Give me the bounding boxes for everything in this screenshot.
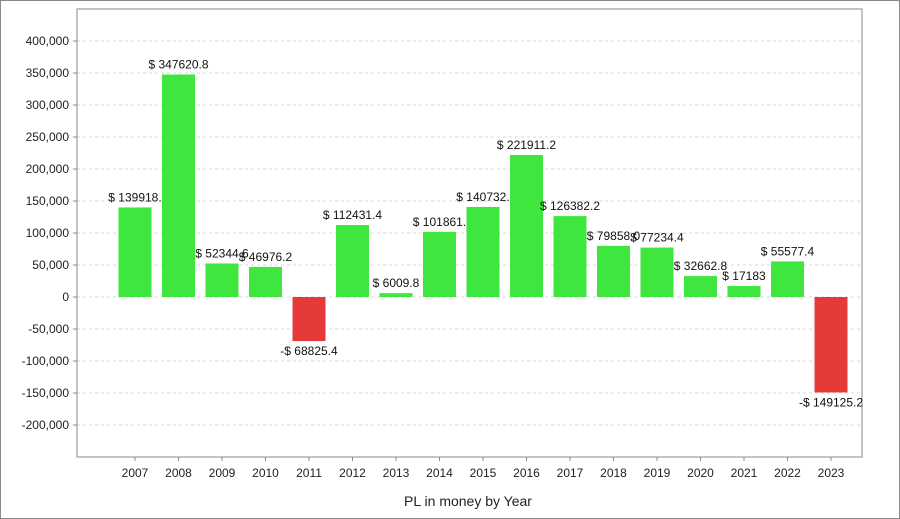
bar-2013 xyxy=(379,293,413,297)
y-tick-label: 200,000 xyxy=(26,162,70,176)
data-label: $ 139918. xyxy=(108,190,161,204)
x-tick-label: 2019 xyxy=(644,466,671,480)
data-label: $ 112431.4 xyxy=(323,208,382,222)
y-tick-label: 350,000 xyxy=(26,66,70,80)
y-tick-label: 100,000 xyxy=(26,226,70,240)
data-label: $ 126382.2 xyxy=(540,199,600,213)
x-tick-label: 2014 xyxy=(426,466,453,480)
bar-2017 xyxy=(553,216,587,297)
y-tick-label: 50,000 xyxy=(32,258,69,272)
data-label: $ 77234.4 xyxy=(630,231,684,245)
data-label: $ 101861. xyxy=(413,215,466,229)
x-tick-label: 2017 xyxy=(557,466,584,480)
bar-2012 xyxy=(336,225,369,297)
data-label: $ 52344.6 xyxy=(195,246,249,260)
bar-2014 xyxy=(423,231,456,297)
data-label: $ 55577.4 xyxy=(761,244,815,258)
bar-2023 xyxy=(814,297,848,393)
data-label: $ 6009.8 xyxy=(373,276,420,290)
x-tick-label: 2021 xyxy=(731,466,758,480)
data-label: $ 140732. xyxy=(456,190,509,204)
x-tick-label: 2012 xyxy=(339,466,366,480)
bar-2021 xyxy=(727,286,761,297)
data-label: $ 32662.8 xyxy=(674,259,728,273)
x-tick-label: 2015 xyxy=(470,466,497,480)
y-tick-label: -200,000 xyxy=(22,418,70,432)
data-label: $ 221911.2 xyxy=(497,138,556,152)
x-axis-title: PL in money by Year xyxy=(404,493,532,509)
data-label: $ 79858.0 xyxy=(587,229,641,243)
bar-2022 xyxy=(771,261,804,297)
bar-2016 xyxy=(510,154,543,297)
bar-2009 xyxy=(205,263,239,297)
x-tick-label: 2020 xyxy=(687,466,714,480)
data-label: -$ 149125.2 xyxy=(799,395,863,409)
bar-2019 xyxy=(640,247,674,297)
data-labels: $ 139918. $ 347620.8 $ 52344.6$ 46976.2 -$ … xyxy=(108,58,863,410)
bar-2008 xyxy=(162,74,195,297)
x-tick-label: 2023 xyxy=(818,466,845,480)
bar-2020 xyxy=(684,276,717,297)
bar-2011 xyxy=(292,297,326,342)
y-tick-label: 0 xyxy=(62,290,69,304)
bar-2007 xyxy=(118,207,152,297)
x-tick-label: 2007 xyxy=(122,466,149,480)
x-tick-label: 2016 xyxy=(513,466,540,480)
y-axis-ticks: 400,000 350,000 300,000 250,000 200,000 150,0… xyxy=(22,34,77,432)
y-tick-label: 400,000 xyxy=(26,34,70,48)
x-tick-label: 2009 xyxy=(209,466,236,480)
x-tick-label: 2022 xyxy=(774,466,801,480)
y-tick-label: 150,000 xyxy=(26,194,70,208)
x-tick-label: 2010 xyxy=(252,466,279,480)
y-tick-label: -150,000 xyxy=(22,386,70,400)
x-tick-label: 2018 xyxy=(600,466,627,480)
data-label: $ 347620.8 xyxy=(148,58,208,72)
bar-2018 xyxy=(597,245,630,297)
bar-2015 xyxy=(466,206,500,297)
y-tick-label: -50,000 xyxy=(28,322,69,336)
data-label: -$ 68825.4 xyxy=(280,344,338,358)
y-tick-label: 300,000 xyxy=(26,98,70,112)
x-axis-ticks: 2007 2008 2009 2010 2011 2012 2013 2014 2015 2016… xyxy=(122,457,845,480)
data-label: $ 46976.2 xyxy=(239,250,293,264)
bars xyxy=(118,74,848,393)
x-tick-label: 2011 xyxy=(296,466,322,480)
x-tick-label: 2013 xyxy=(383,466,410,480)
x-tick-label: 2008 xyxy=(165,466,192,480)
y-tick-label: 250,000 xyxy=(26,130,70,144)
data-label: $ 17183 xyxy=(722,269,766,283)
y-tick-label: -100,000 xyxy=(22,354,70,368)
bar-2010 xyxy=(249,266,282,297)
